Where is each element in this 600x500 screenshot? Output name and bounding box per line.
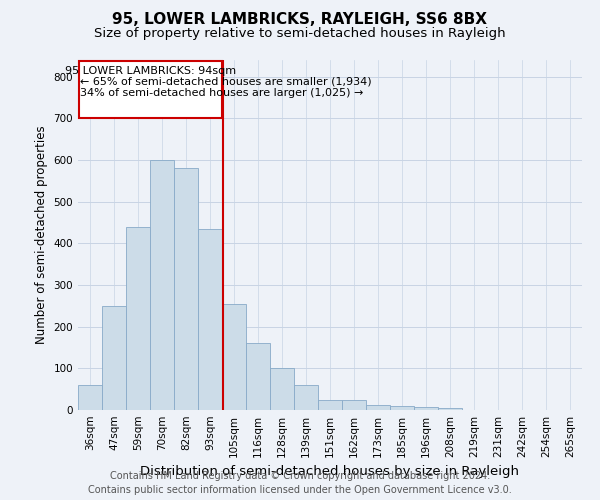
Bar [318,400,342,410]
Bar [294,385,318,410]
Bar [102,306,126,410]
Text: Contains HM Land Registry data © Crown copyright and database right 2024.
Contai: Contains HM Land Registry data © Crown c… [88,471,512,495]
X-axis label: Distribution of semi-detached houses by size in Rayleigh: Distribution of semi-detached houses by … [140,466,520,478]
FancyBboxPatch shape [79,61,221,118]
Bar [126,226,150,410]
Bar [270,368,294,410]
Bar [198,229,222,410]
Bar [414,406,438,410]
Bar [222,304,246,410]
Bar [174,168,198,410]
Text: 95, LOWER LAMBRICKS, RAYLEIGH, SS6 8BX: 95, LOWER LAMBRICKS, RAYLEIGH, SS6 8BX [113,12,487,28]
Text: 34% of semi-detached houses are larger (1,025) →: 34% of semi-detached houses are larger (… [80,88,364,98]
Bar [438,408,462,410]
Bar [150,160,174,410]
Bar [246,344,270,410]
Text: ← 65% of semi-detached houses are smaller (1,934): ← 65% of semi-detached houses are smalle… [80,76,372,86]
Bar [78,385,102,410]
Text: Size of property relative to semi-detached houses in Rayleigh: Size of property relative to semi-detach… [94,28,506,40]
Bar [342,400,366,410]
Text: 95 LOWER LAMBRICKS: 94sqm: 95 LOWER LAMBRICKS: 94sqm [65,66,236,76]
Y-axis label: Number of semi-detached properties: Number of semi-detached properties [35,126,48,344]
Bar [366,405,390,410]
Bar [390,406,414,410]
